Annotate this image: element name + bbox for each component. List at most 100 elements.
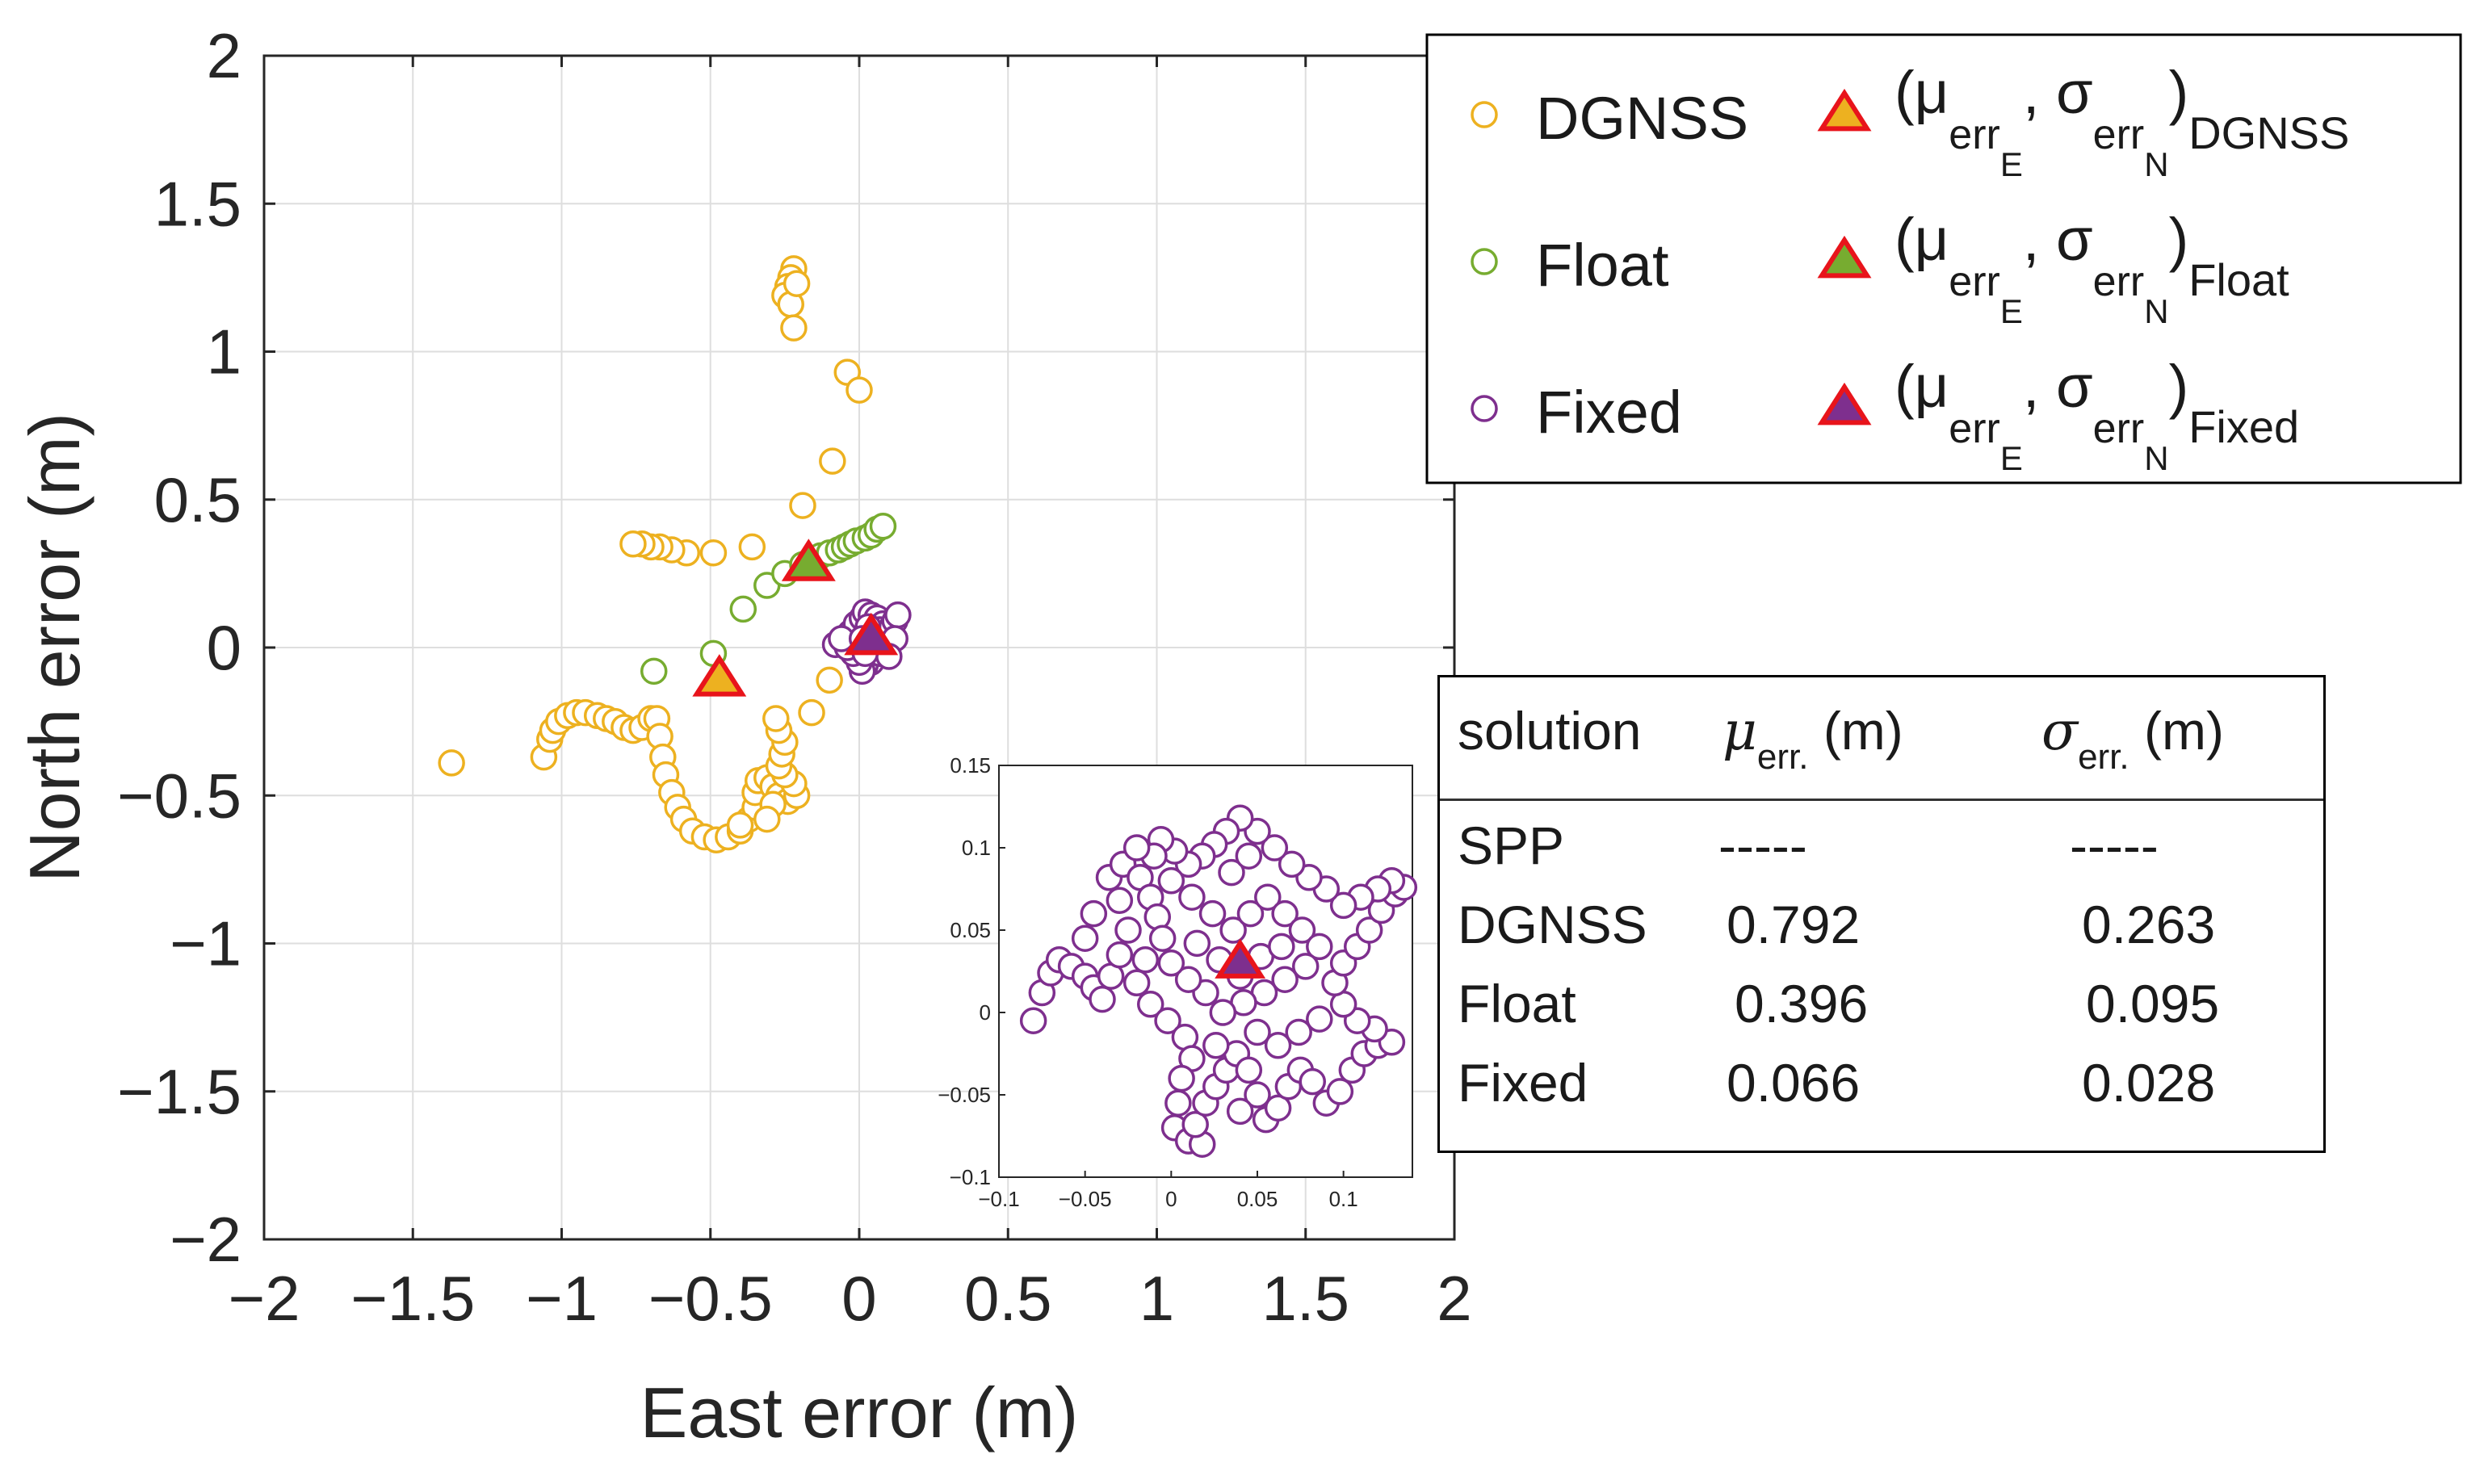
inset-data-point bbox=[1114, 916, 1142, 944]
inset-x-tick-label: 0.1 bbox=[1329, 1187, 1358, 1211]
mean-triangle-marker bbox=[781, 539, 836, 581]
legend-mean-label-part: err bbox=[1949, 405, 2000, 452]
legend-mean-label-part: err bbox=[2093, 405, 2145, 452]
legend-mean-label-part: ) bbox=[2169, 59, 2189, 126]
row-mu: 0.396 bbox=[1735, 974, 1869, 1033]
legend-mean-label-part: N bbox=[2144, 145, 2168, 183]
legend-triangle-marker bbox=[1817, 382, 1872, 425]
y-axis-label: North error (m) bbox=[15, 413, 94, 882]
inset-data-point bbox=[1154, 1007, 1181, 1034]
inset-data-point bbox=[1106, 887, 1134, 915]
inset-data-point bbox=[1218, 858, 1245, 887]
inset-data-point bbox=[1174, 966, 1202, 993]
inset-data-point bbox=[1254, 883, 1282, 911]
y-tick-label: 0 bbox=[207, 612, 241, 683]
legend-mean-label-part: E bbox=[2000, 439, 2023, 477]
data-point-dgnss bbox=[789, 492, 816, 519]
y-tick-label: 2 bbox=[207, 20, 241, 91]
legend-mean-label-part: , σ bbox=[2023, 206, 2093, 273]
legend-circle-marker bbox=[1471, 248, 1498, 275]
legend-mean-label-part: E bbox=[2000, 292, 2023, 330]
inset-data-point bbox=[1089, 985, 1116, 1013]
row-solution: Float bbox=[1458, 974, 1576, 1033]
data-point-dgnss bbox=[753, 805, 781, 833]
table-row: Fixed 0.066 0.028 bbox=[1440, 1052, 2323, 1131]
inset-data-point bbox=[1235, 1056, 1263, 1084]
data-point-fixed bbox=[884, 601, 912, 629]
y-tick-label: 1 bbox=[207, 317, 241, 388]
inset-data-point bbox=[1299, 1067, 1327, 1096]
inset-data-point bbox=[1261, 834, 1289, 861]
row-mu: 0.792 bbox=[1727, 895, 1861, 954]
inset-data-point bbox=[1326, 1078, 1354, 1105]
inset-data-point bbox=[1244, 1081, 1271, 1109]
inset-data-point bbox=[1164, 1089, 1192, 1117]
inset-data-point bbox=[1198, 899, 1227, 928]
x-axis-label: East error (m) bbox=[640, 1373, 1079, 1453]
x-tick-label: −1.5 bbox=[350, 1263, 475, 1334]
inset-data-point bbox=[1235, 842, 1263, 870]
legend-mean-label-part: ) bbox=[2169, 353, 2189, 420]
data-point-dgnss bbox=[798, 698, 825, 727]
legend-mean-label-part: (μ bbox=[1894, 59, 1949, 126]
inset-y-tick-label: −0.05 bbox=[938, 1083, 991, 1107]
y-tick-label: −2 bbox=[170, 1204, 241, 1275]
x-tick-label: −1 bbox=[526, 1263, 598, 1334]
inset-data-point bbox=[1244, 1018, 1271, 1046]
data-point-dgnss bbox=[780, 314, 808, 342]
inset-data-point bbox=[1122, 834, 1151, 861]
legend-box bbox=[1425, 33, 2462, 484]
data-point-dgnss bbox=[816, 666, 843, 694]
inset-data-point bbox=[1202, 1032, 1230, 1059]
table-row: DGNSS 0.792 0.263 bbox=[1440, 894, 2323, 973]
inset-data-point bbox=[1268, 933, 1295, 961]
row-mu: ----- bbox=[1718, 815, 1807, 875]
mean-triangle-marker bbox=[844, 612, 899, 656]
row-sigma: ----- bbox=[2070, 815, 2159, 875]
data-point-float bbox=[729, 595, 757, 623]
inset-data-point bbox=[1329, 891, 1357, 920]
inset-data-point bbox=[1236, 899, 1265, 928]
legend-mean-label-part: Float bbox=[2188, 254, 2289, 305]
row-sigma: 0.095 bbox=[2086, 974, 2220, 1033]
inset-data-point bbox=[1157, 950, 1185, 977]
table-header-row: solution μerr. (m) σerr. (m) bbox=[1440, 700, 2323, 779]
legend-mean-label-part: (μ bbox=[1894, 206, 1949, 273]
statistics-table: solution μerr. (m) σerr. (m) SPP ----- -… bbox=[1437, 675, 2326, 1153]
data-point-dgnss bbox=[619, 530, 647, 558]
y-tick-label: −1 bbox=[170, 908, 241, 979]
data-point-dgnss bbox=[783, 270, 811, 297]
data-point-dgnss bbox=[699, 539, 728, 567]
header-sigma-sub: err. bbox=[2078, 737, 2129, 777]
data-point-dgnss bbox=[845, 376, 873, 404]
inset-x-tick-label: −0.1 bbox=[978, 1187, 1019, 1211]
inset-data-point bbox=[1264, 1094, 1292, 1122]
inset-data-point bbox=[1219, 916, 1247, 944]
data-point-dgnss bbox=[738, 533, 766, 561]
legend-mean-label-part: err bbox=[1949, 111, 2000, 158]
header-mu-unit: (m) bbox=[1823, 701, 1903, 761]
inset-data-point bbox=[1291, 953, 1320, 980]
row-sigma: 0.028 bbox=[2082, 1053, 2216, 1113]
legend-label: Fixed bbox=[1536, 379, 1682, 446]
inset-data-point bbox=[1148, 924, 1177, 952]
inset-data-point bbox=[1271, 966, 1299, 993]
row-solution: SPP bbox=[1458, 815, 1565, 875]
row-sigma: 0.263 bbox=[2082, 895, 2216, 954]
inset-data-point bbox=[1306, 933, 1333, 961]
inset-data-point bbox=[1106, 941, 1134, 969]
header-sigma: σerr. (m) bbox=[2041, 700, 2224, 777]
data-point-dgnss bbox=[438, 749, 465, 777]
inset-data-point bbox=[1271, 899, 1299, 928]
inset-x-tick-label: −0.05 bbox=[1059, 1187, 1112, 1211]
table-header-rule bbox=[1440, 799, 2323, 801]
inset-data-point bbox=[1183, 929, 1211, 958]
y-tick-label: 0.5 bbox=[154, 464, 241, 535]
row-solution: Fixed bbox=[1458, 1053, 1588, 1113]
inset-data-point bbox=[1285, 1018, 1312, 1046]
mean-triangle-marker bbox=[692, 654, 747, 697]
inset-data-point bbox=[1019, 1007, 1047, 1034]
inset-data-point bbox=[1131, 945, 1160, 974]
inset-data-point bbox=[1080, 899, 1108, 928]
data-point-dgnss bbox=[762, 705, 790, 732]
